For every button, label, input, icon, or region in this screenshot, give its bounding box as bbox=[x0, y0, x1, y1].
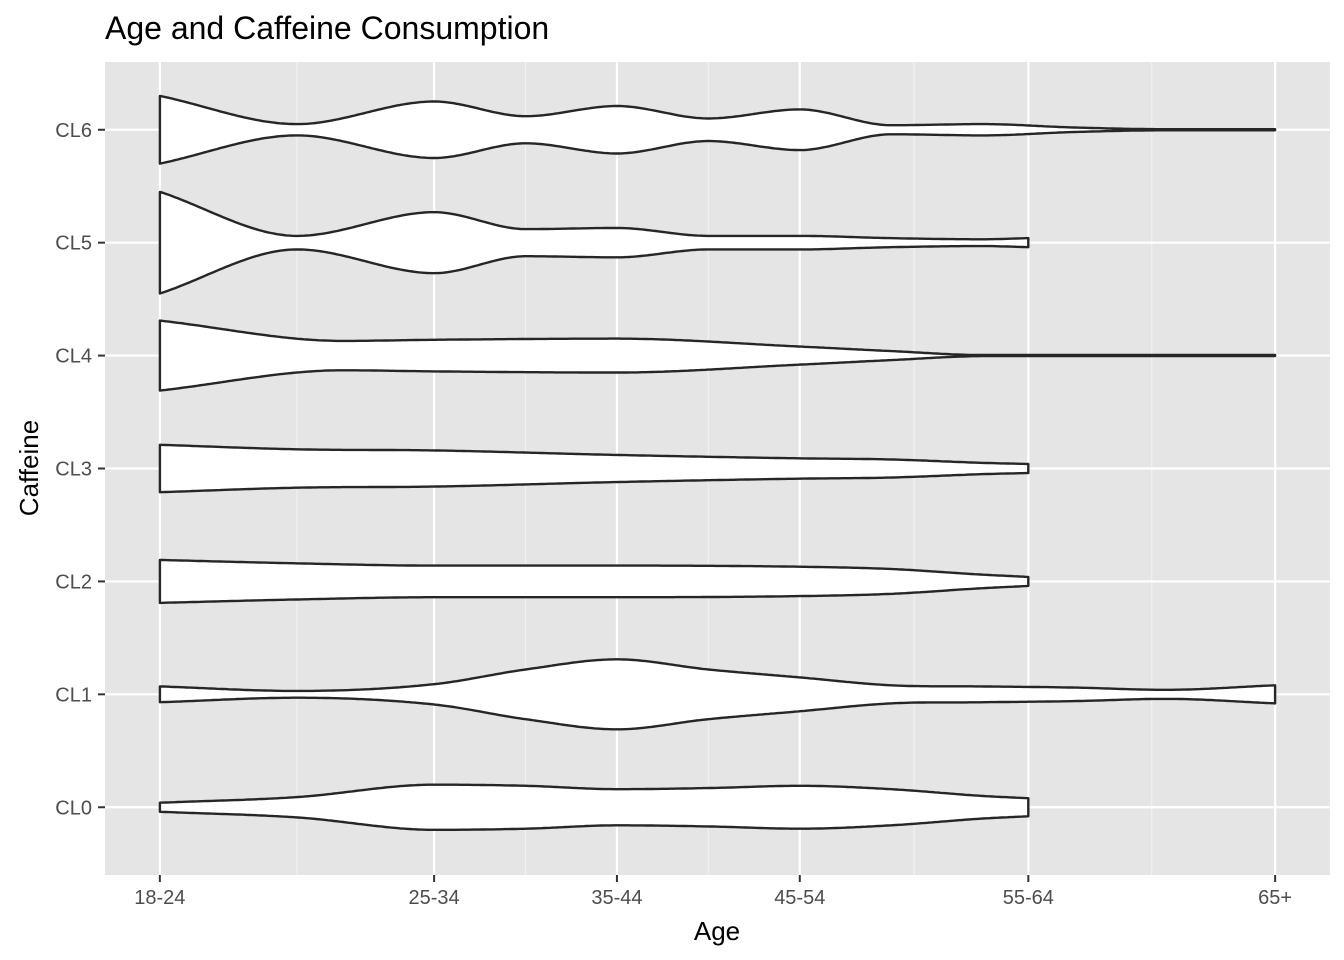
violin-cl2 bbox=[158, 558, 1030, 605]
x-tick-label: 65+ bbox=[1258, 887, 1292, 909]
y-tick-label: CL0 bbox=[55, 797, 92, 819]
x-tick-label: 45-54 bbox=[774, 887, 825, 909]
x-tick-label: 25-34 bbox=[409, 887, 460, 909]
violin-group bbox=[158, 94, 1277, 831]
y-tick-label: CL2 bbox=[55, 571, 92, 593]
violin-cl3 bbox=[158, 443, 1030, 494]
y-tick-label: CL4 bbox=[55, 346, 92, 368]
x-axis: 18-24 25-34 35-44 45-54 55-64 65+ bbox=[134, 875, 1292, 909]
chart-title: Age and Caffeine Consumption bbox=[105, 10, 549, 46]
x-axis-title: Age bbox=[694, 916, 740, 946]
violin-cl5 bbox=[158, 190, 1030, 295]
y-axis: CL0 CL1 CL2 CL3 CL4 CL5 CL6 bbox=[55, 120, 105, 819]
y-tick-label: CL5 bbox=[55, 233, 92, 255]
x-tick-label: 55-64 bbox=[1003, 887, 1054, 909]
x-tick-label: 35-44 bbox=[591, 887, 642, 909]
y-tick-label: CL6 bbox=[55, 120, 92, 142]
y-tick-label: CL3 bbox=[55, 459, 92, 481]
y-axis-title: Caffeine bbox=[14, 420, 44, 516]
violin-cl4 bbox=[158, 319, 1277, 392]
violin-cl6 bbox=[158, 94, 1277, 165]
x-tick-label: 18-24 bbox=[134, 887, 185, 909]
violin-cl0 bbox=[158, 783, 1030, 831]
violin-cl1 bbox=[158, 658, 1277, 731]
y-tick-label: CL1 bbox=[55, 684, 92, 706]
